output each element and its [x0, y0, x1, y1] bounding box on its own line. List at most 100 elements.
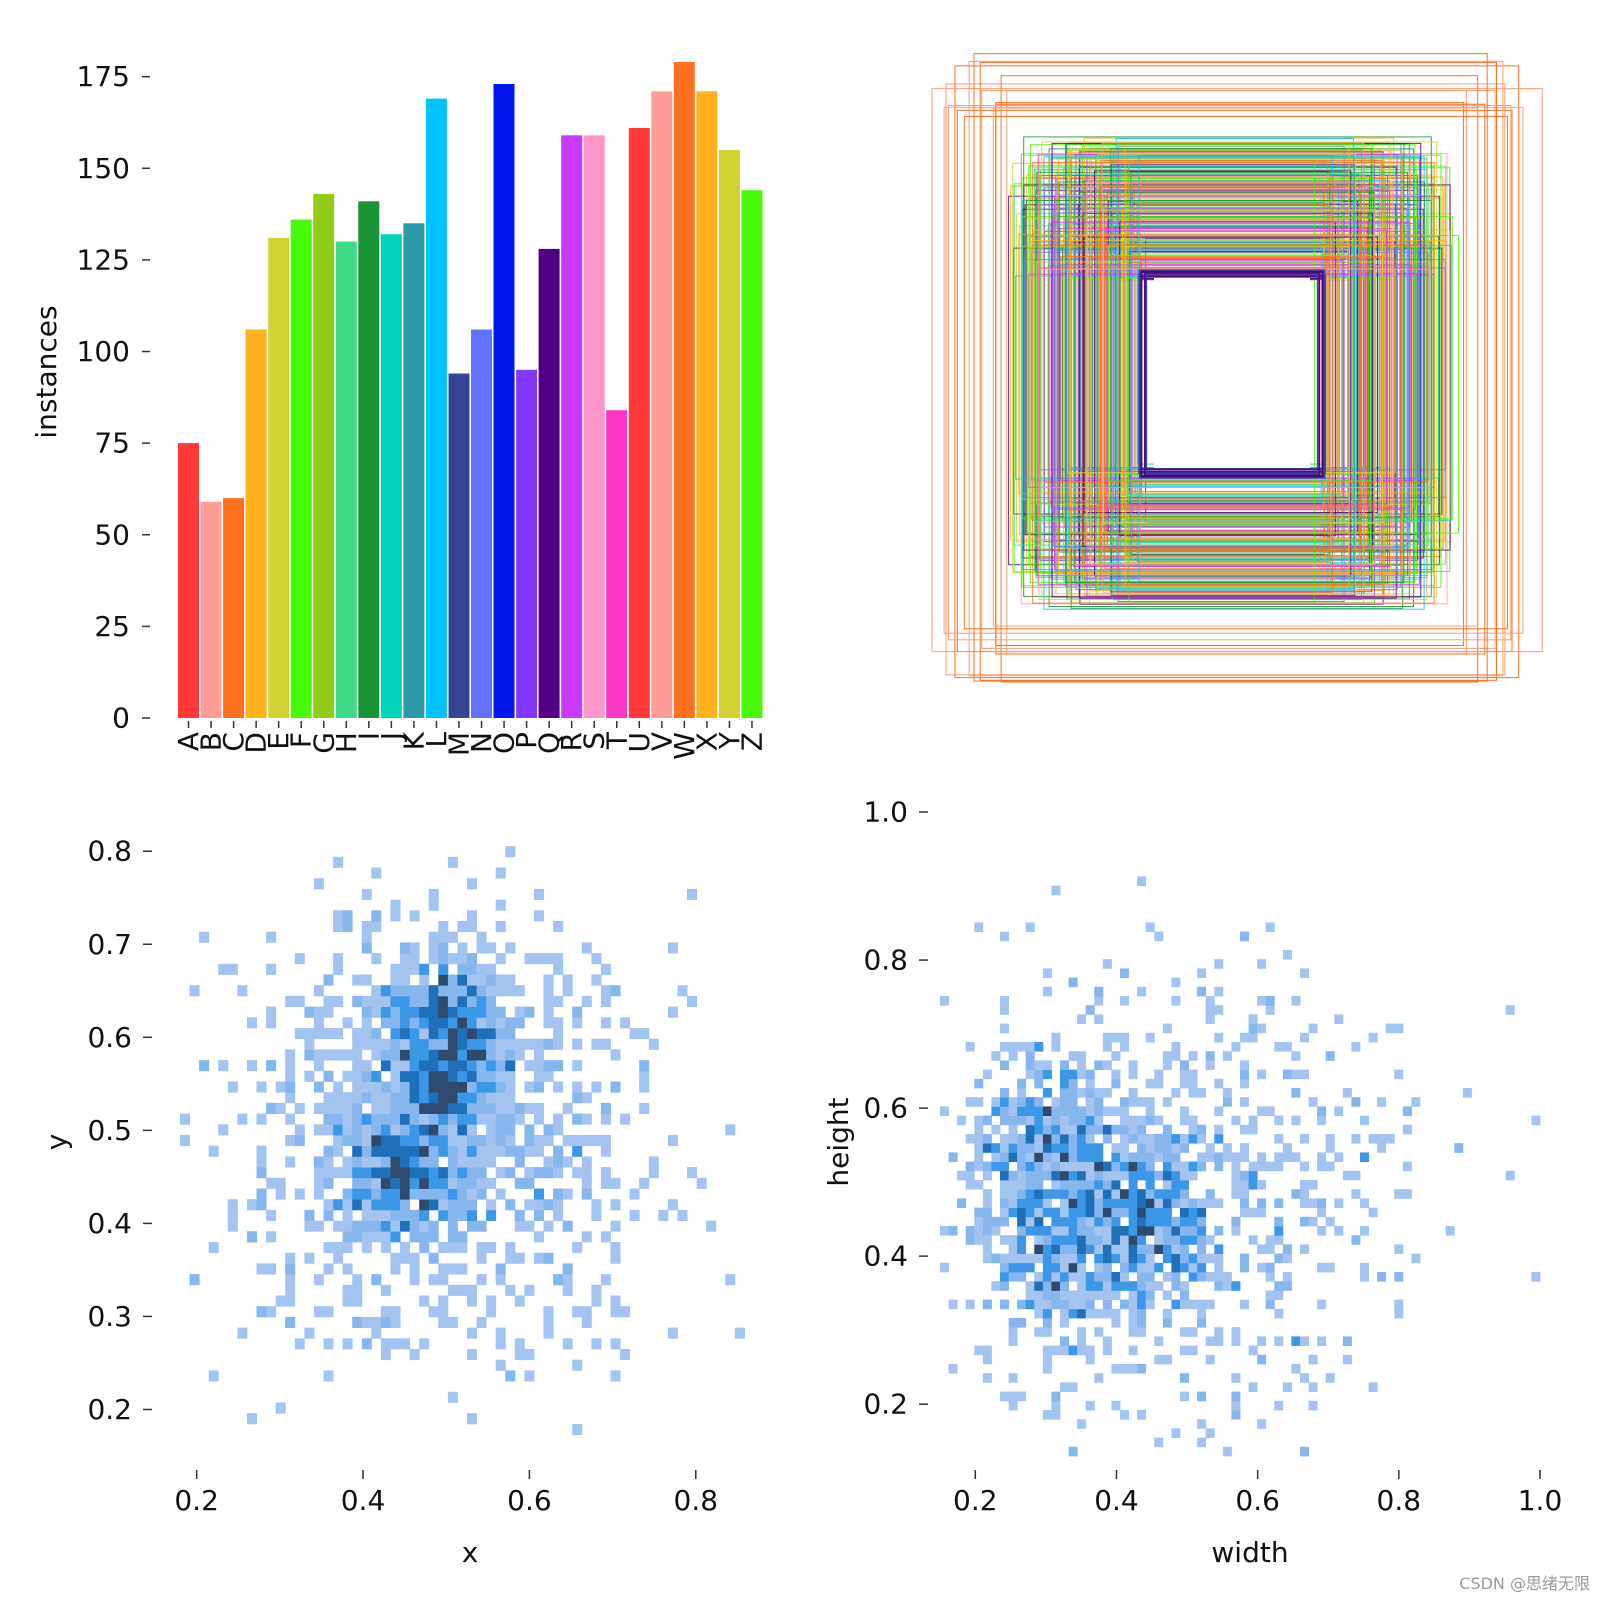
xy-cell — [505, 1199, 516, 1211]
xy-cell — [323, 1370, 334, 1382]
xy-cell — [342, 1017, 353, 1029]
wh-cell — [1102, 1308, 1112, 1319]
xy-cell — [438, 921, 449, 933]
wh-cell — [1085, 1226, 1095, 1236]
wh-cell — [1120, 1134, 1129, 1144]
wh-cell — [957, 1170, 967, 1181]
wh-cell — [1402, 1189, 1412, 1199]
bar-R — [561, 135, 583, 719]
xy-cell — [438, 1070, 449, 1082]
wh-cell — [1085, 1124, 1095, 1135]
xy-cell — [428, 888, 439, 900]
wh-cell — [1137, 1207, 1147, 1218]
xy-cell — [476, 1167, 487, 1179]
bar-y-tick-label: 125 — [77, 243, 130, 276]
wh-cell — [1000, 1262, 1009, 1273]
wh-cell — [991, 1216, 1001, 1227]
xy-cell — [438, 1177, 449, 1189]
xy-cell — [361, 1145, 372, 1157]
wh-cell — [1060, 1318, 1069, 1328]
xy-cell — [323, 1338, 334, 1350]
wh-cell — [1111, 1207, 1121, 1218]
wh-cell — [982, 1189, 992, 1199]
wh-cell — [1051, 1143, 1061, 1153]
box-outline — [973, 53, 1488, 682]
xy-y-tick-label: 0.5 — [87, 1114, 132, 1147]
wh-cell — [1325, 1134, 1335, 1144]
wh-cell — [1351, 1097, 1361, 1107]
bar-W — [673, 62, 695, 718]
xy-cell — [495, 974, 506, 986]
wh-cell — [1042, 1354, 1052, 1365]
xy-cell — [476, 1102, 487, 1114]
wh-cell — [1120, 1253, 1129, 1264]
wh-cell — [1231, 1281, 1241, 1291]
wh-cell — [1068, 1272, 1078, 1282]
wh-cell — [974, 1115, 984, 1126]
xy-cell — [476, 1017, 487, 1029]
wh-cell — [1085, 1235, 1095, 1245]
xy-cell — [419, 1006, 430, 1018]
wh-y-tick-label: 0.2 — [863, 1388, 908, 1421]
xy-cell — [342, 1209, 353, 1221]
wh-cell — [1085, 1354, 1095, 1365]
xy-cell — [495, 1081, 506, 1093]
xy-cell — [457, 1284, 468, 1296]
xy-cell — [266, 963, 277, 975]
bar-M — [448, 373, 470, 718]
xy-cell — [476, 1113, 487, 1125]
wh-cell — [1300, 1180, 1309, 1190]
wh-cell — [1128, 1281, 1138, 1291]
xy-cell — [352, 1124, 363, 1136]
wh-cell — [1257, 1419, 1267, 1429]
box-outline — [1048, 158, 1428, 576]
xy-cell — [285, 1284, 296, 1296]
xy-cell — [438, 1188, 449, 1200]
xy-cell — [600, 995, 611, 1007]
wh-cell — [1051, 1106, 1061, 1116]
box-outline — [1145, 273, 1319, 475]
wh-cell — [1008, 1373, 1018, 1383]
wh-cell — [1197, 1262, 1207, 1273]
xy-cell — [208, 1242, 219, 1254]
xy-cell — [419, 1177, 430, 1189]
wh-cell — [1017, 1078, 1027, 1089]
xy-cell — [543, 1060, 554, 1072]
xy-cell — [390, 974, 401, 986]
wh-cell — [1051, 1345, 1061, 1356]
wh-cell — [1171, 1281, 1181, 1291]
xy-y-tick-label: 0.8 — [87, 835, 132, 868]
wh-cell — [1180, 1290, 1189, 1300]
wh-cell — [982, 1161, 992, 1172]
xy-cell — [457, 1242, 468, 1254]
wh-cell — [1000, 1180, 1009, 1190]
bar-x-tick-label: V — [645, 732, 678, 751]
bar-x-tick-label: N — [465, 732, 498, 753]
wh-cell — [1197, 1437, 1207, 1448]
wh-cell — [1171, 1180, 1181, 1190]
wh-cell — [1008, 1272, 1018, 1282]
wh-cell — [1162, 1152, 1172, 1162]
wh-cell — [1042, 1235, 1052, 1245]
xy-cell — [543, 1038, 554, 1050]
xy-cell — [400, 1049, 410, 1061]
wh-cell — [1137, 1327, 1147, 1337]
wh-cell — [1257, 1262, 1267, 1273]
wh-cell — [1240, 1069, 1249, 1080]
wh-cell — [1171, 1299, 1181, 1310]
box-outline — [1101, 142, 1365, 591]
xy-cell — [323, 1209, 334, 1221]
xy-cell — [361, 888, 372, 900]
xy-cell — [486, 974, 497, 986]
wh-cell — [1120, 1235, 1129, 1245]
xy-cell — [313, 1177, 324, 1189]
wh-cell — [1291, 1152, 1301, 1162]
xy-cell — [467, 1124, 477, 1136]
xy-cell — [419, 1188, 430, 1200]
wh-cell — [974, 1152, 984, 1162]
wh-cell — [1077, 1308, 1087, 1319]
box-outline — [995, 102, 1464, 647]
wh-cell — [1197, 1299, 1207, 1310]
bar-x-tick-label: T — [600, 731, 633, 750]
wh-cell — [1094, 1161, 1104, 1172]
